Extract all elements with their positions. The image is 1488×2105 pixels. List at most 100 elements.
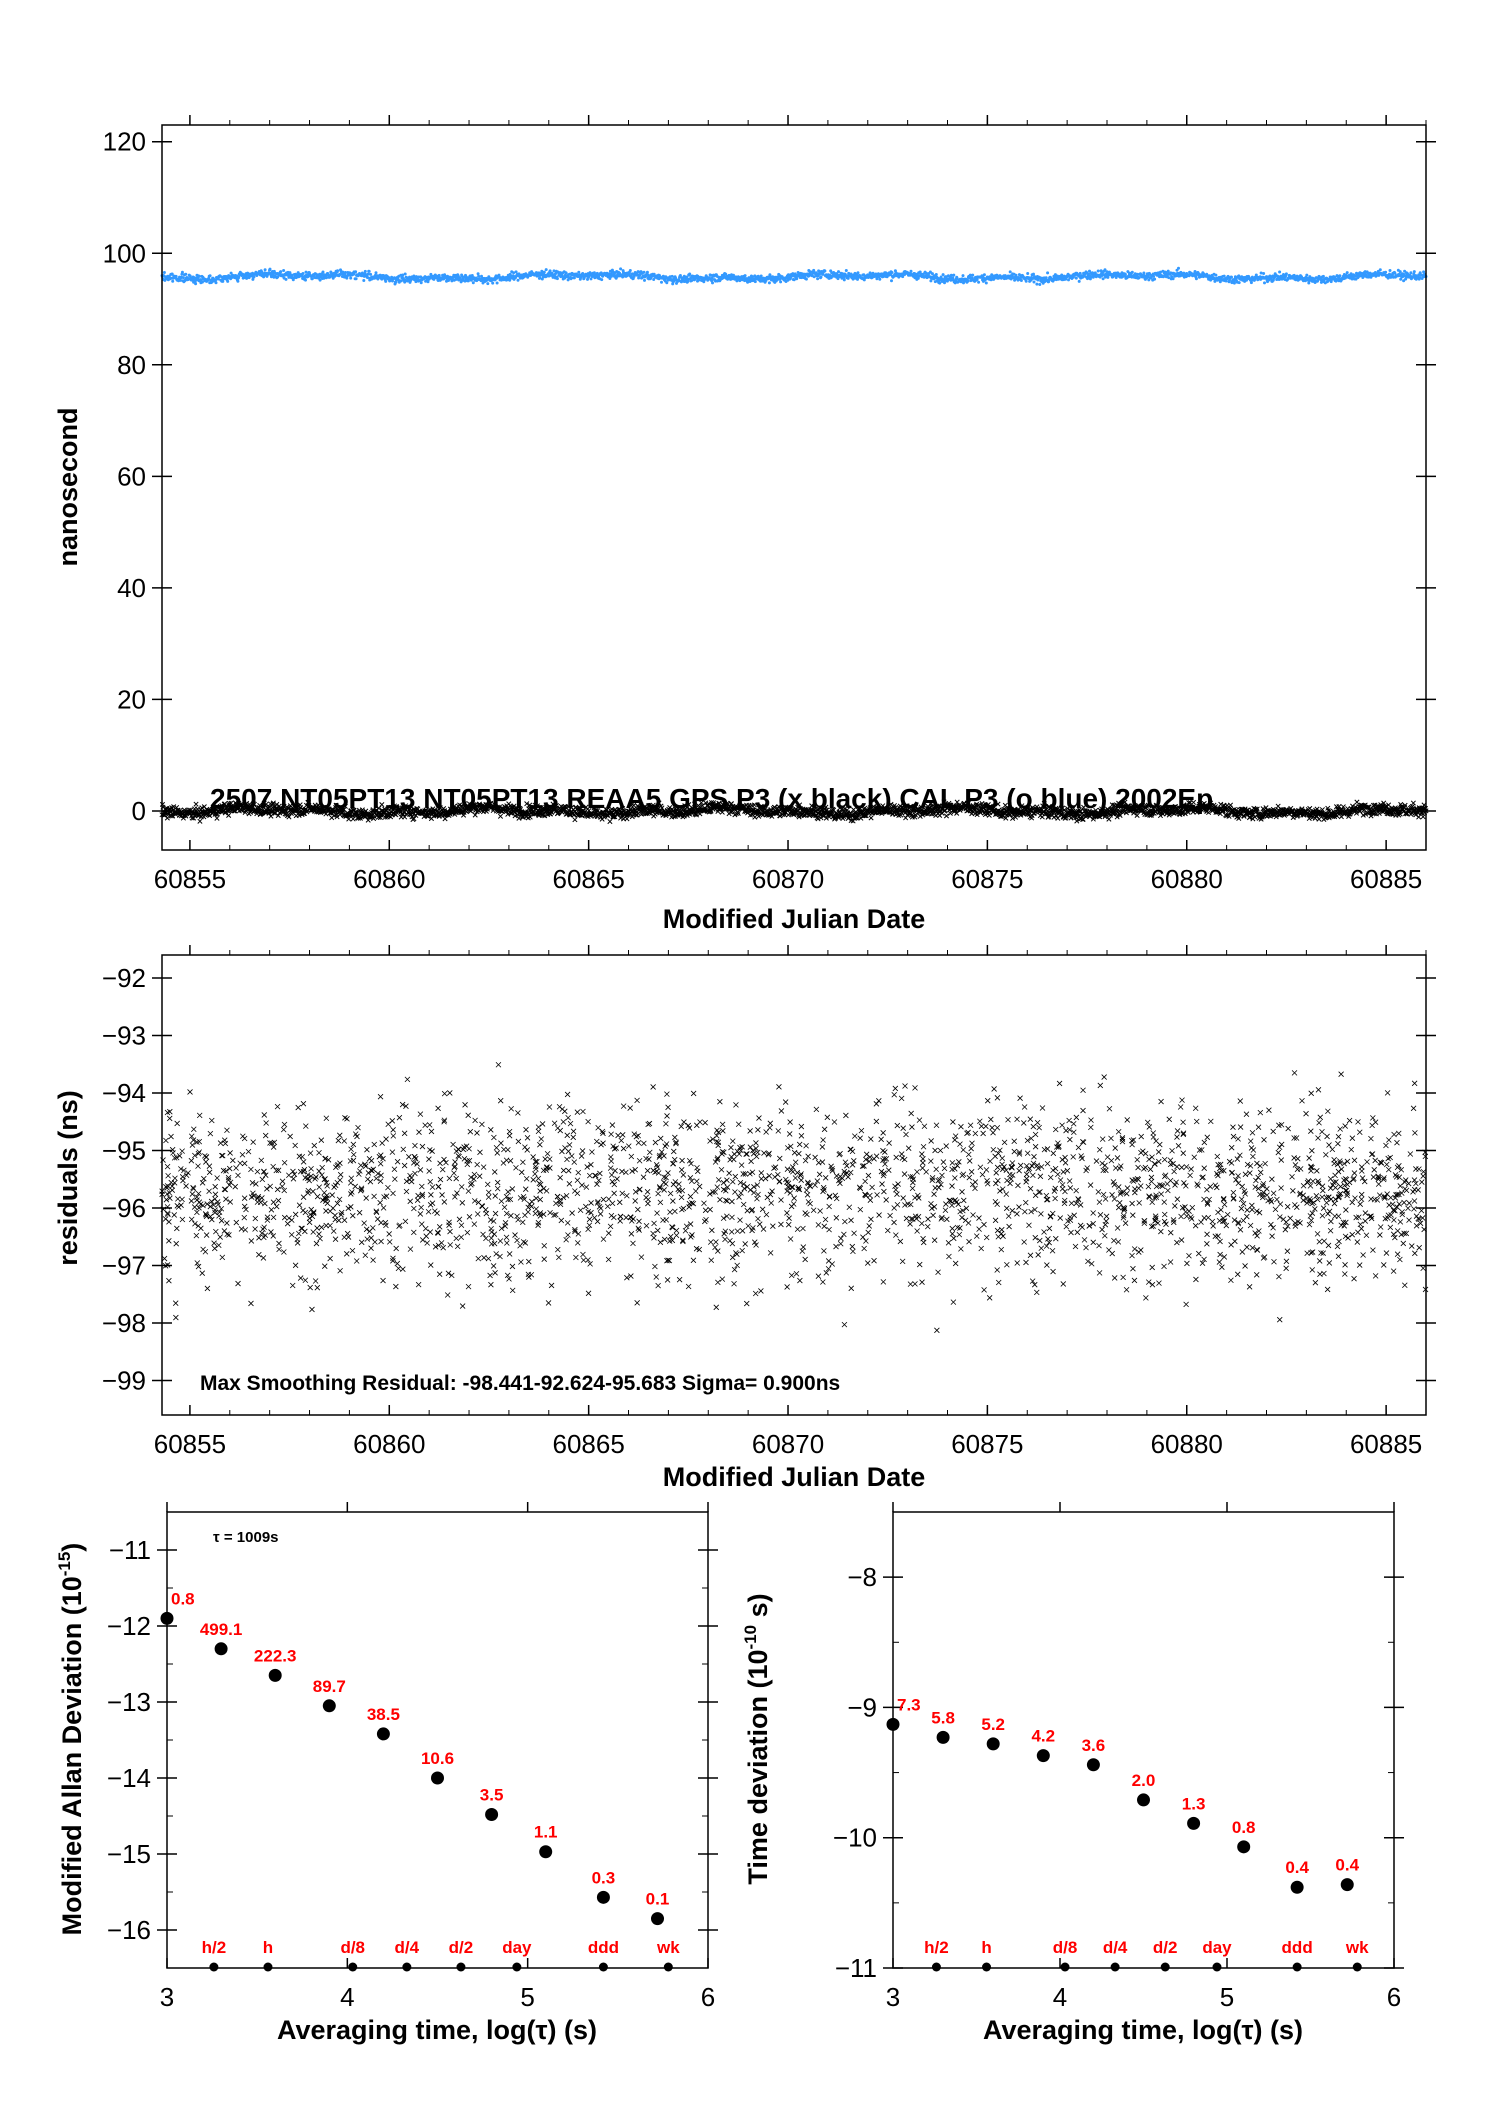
black-point: [572, 817, 578, 823]
blue-point: [1153, 277, 1157, 281]
blue-point: [208, 274, 212, 278]
blue-point: [393, 276, 396, 280]
black-point: [197, 818, 203, 824]
blue-point: [934, 273, 938, 276]
blue-point: [399, 279, 403, 283]
blue-point: [226, 279, 230, 283]
blue-point: [952, 273, 956, 277]
blue-point: [878, 277, 882, 281]
blue-point: [171, 279, 175, 283]
blue-point: [394, 280, 398, 284]
blue-point: [1019, 279, 1023, 282]
blue-point: [1412, 270, 1416, 274]
blue-point: [508, 278, 512, 282]
blue-point: [304, 270, 308, 274]
blue-point: [321, 270, 325, 274]
blue-point: [477, 274, 481, 278]
blue-point: [1249, 281, 1253, 285]
blue-point: [1388, 269, 1392, 272]
blue-point: [197, 274, 201, 278]
black-point: [1106, 816, 1112, 822]
blue-point: [600, 278, 604, 282]
panel-time-series: 60855 60860 60865 60870 60875 60880 6088502040…: [53, 115, 1436, 934]
blue-point: [214, 281, 218, 285]
blue-point: [1046, 271, 1050, 275]
blue-point: [1024, 279, 1028, 283]
blue-point: [516, 278, 520, 282]
blue-point: [1166, 269, 1170, 273]
blue-point: [512, 271, 516, 275]
blue-point: [260, 270, 264, 274]
blue-point: [369, 272, 373, 276]
blue-point: [237, 275, 241, 279]
blue-point: [1032, 280, 1036, 284]
blue-point: [856, 271, 860, 275]
blue-point: [268, 267, 272, 271]
blue-point: [184, 272, 188, 276]
blue-point: [538, 276, 542, 280]
blue-point: [1214, 273, 1218, 277]
blue-point: [354, 270, 358, 274]
blue-point: [966, 279, 970, 283]
blue-point: [1194, 277, 1198, 281]
blue-point: [961, 274, 965, 278]
blue-point: [366, 276, 370, 280]
blue-point: [643, 278, 646, 282]
blue-point: [442, 277, 446, 281]
blue-point: [971, 273, 975, 277]
black-point: [497, 813, 504, 819]
blue-point: [753, 280, 757, 284]
blue-point: [660, 280, 663, 284]
blue-point: [1259, 271, 1263, 275]
blue-point: [890, 271, 894, 274]
blue-point: [577, 270, 581, 274]
blue-point: [645, 270, 649, 274]
blue-point: [437, 273, 441, 277]
blue-point: [216, 277, 220, 281]
black-point: [903, 815, 909, 821]
blue-point: [179, 278, 182, 282]
blue-point: [1284, 272, 1288, 276]
blue-point: [384, 279, 388, 283]
black-point: [164, 815, 170, 821]
blue-point: [403, 272, 407, 276]
blue-point: [236, 279, 240, 283]
blue-point: [982, 273, 986, 277]
blue-point: [619, 267, 623, 271]
blue-point: [514, 270, 518, 274]
blue-point: [564, 271, 568, 275]
blue-point: [1044, 276, 1048, 280]
blue-series: [160, 266, 1428, 286]
blue-point: [1074, 276, 1078, 280]
blue-point: [162, 271, 166, 274]
blue-point: [349, 276, 353, 280]
blue-point: [984, 281, 988, 285]
blue-point: [816, 277, 820, 281]
blue-point: [542, 270, 546, 274]
blue-point: [401, 273, 405, 277]
blue-point: [1177, 266, 1180, 270]
black-point: [1227, 802, 1234, 808]
blue-point: [336, 269, 340, 273]
black-point: [1039, 814, 1045, 820]
blue-point: [414, 280, 418, 284]
blue-point: [1305, 273, 1309, 277]
black-point: [624, 816, 630, 822]
blue-point: [279, 270, 283, 274]
blue-point: [200, 280, 204, 284]
blue-point: [343, 271, 347, 274]
black-point: [516, 815, 522, 821]
blue-point: [505, 278, 509, 282]
blue-point: [1230, 275, 1233, 279]
black-point: [943, 813, 950, 819]
blue-point: [1038, 283, 1042, 286]
blue-point: [544, 268, 548, 272]
blue-point: [463, 279, 467, 283]
blue-point: [486, 282, 490, 286]
blue-point: [367, 269, 371, 273]
blue-point: [304, 278, 307, 282]
blue-point: [306, 275, 310, 279]
blue-point: [555, 277, 559, 281]
blue-point: [382, 274, 386, 278]
blue-point: [890, 279, 893, 283]
